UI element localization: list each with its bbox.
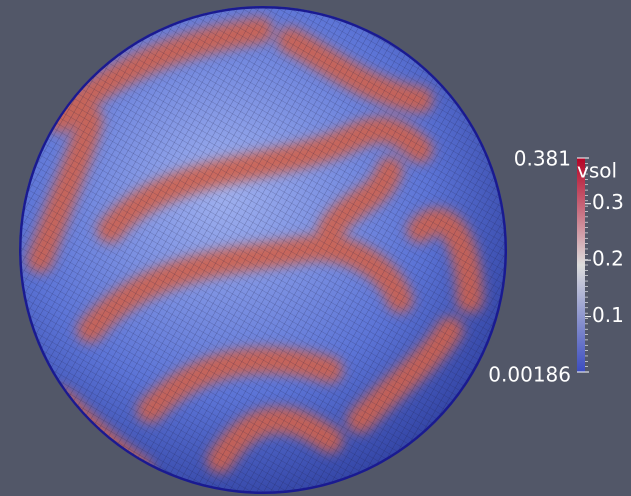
color-bar [577,158,585,372]
tick-label: 0.1 [592,303,624,327]
render-view: 0.00186 0.381 0.1 0.2 0.3 vsol [0,0,631,496]
tick-label: 0.3 [592,190,624,214]
tick-label: 0.2 [592,247,624,271]
color-legend: 0.00186 0.381 0.1 0.2 0.3 vsol [488,147,624,387]
page: 0.001860.3810.10.20.3vsol (() => { const… [0,0,631,496]
range-label: 0.00186 [488,363,571,387]
range-label: 0.381 [514,147,571,171]
legend-title: vsol [577,159,617,183]
sphere [19,6,507,494]
